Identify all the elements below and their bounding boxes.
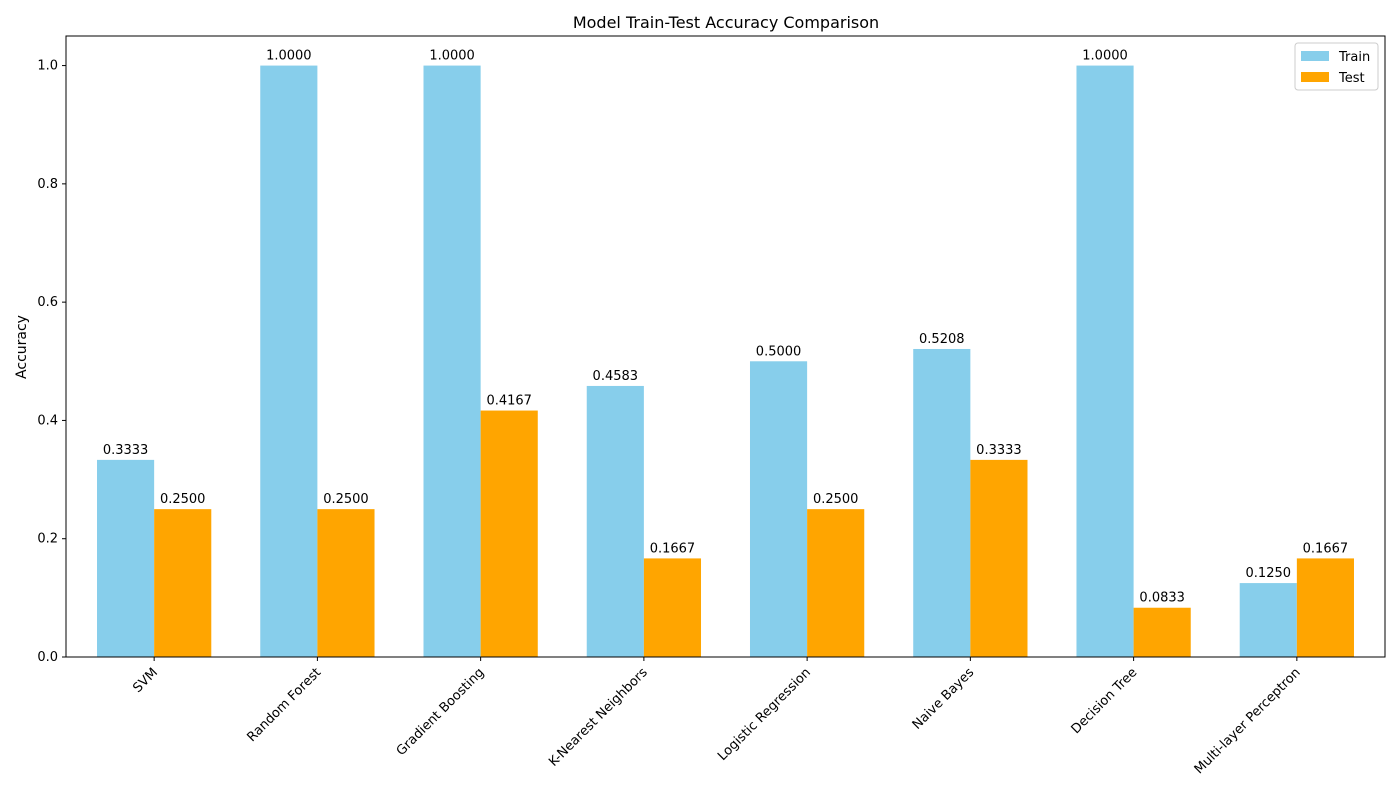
legend-label-test: Test: [1338, 71, 1365, 86]
bar-test: [643, 558, 702, 657]
bar-train: [423, 65, 481, 658]
data-label: 0.5000: [756, 344, 802, 359]
bar-train: [1076, 65, 1134, 658]
x-tick-label: SVM: [130, 665, 161, 696]
data-label: 1.0000: [429, 49, 475, 64]
data-label: 0.3333: [103, 443, 149, 458]
data-label: 0.3333: [976, 443, 1022, 458]
y-axis-label: Accuracy: [14, 315, 30, 379]
legend-swatch-test: [1301, 72, 1329, 82]
bar-test: [970, 459, 1028, 657]
bar-train: [749, 361, 808, 657]
legend: Train Test: [1294, 42, 1379, 91]
data-label: 0.2500: [323, 492, 369, 507]
bar-test: [807, 509, 865, 657]
x-tick-label: Gradient Boosting: [394, 665, 488, 759]
legend-label-train: Train: [1338, 50, 1370, 65]
x-tick-label: Random Forest: [244, 665, 324, 745]
legend-swatch-train: [1301, 51, 1329, 61]
bar-test: [1133, 607, 1191, 657]
bar-test: [317, 509, 375, 657]
x-tick-label: K-Nearest Neighbors: [546, 665, 651, 770]
data-label: 0.5208: [919, 332, 965, 347]
x-tick-label: Naive Bayes: [910, 665, 978, 733]
bar-train: [913, 348, 971, 657]
y-tick-label: 0.6: [37, 295, 58, 310]
data-label: 0.2500: [813, 492, 859, 507]
bar-test: [1296, 558, 1354, 657]
y-tick-label: 0.4: [37, 413, 58, 428]
x-tick-label: Multi-layer Perceptron: [1192, 665, 1304, 777]
bar-train: [260, 65, 318, 658]
data-label: 1.0000: [266, 49, 312, 64]
data-label: 1.0000: [1082, 49, 1128, 64]
data-label: 0.0833: [1139, 591, 1185, 606]
bar-test: [480, 410, 538, 657]
data-label: 0.2500: [160, 492, 206, 507]
y-tick-label: 0.0: [37, 650, 58, 665]
bar-test: [154, 509, 212, 657]
data-label: 0.1667: [1303, 541, 1349, 556]
plot-area: 0.0 0.2 0.4 0.6 0.8 1.0 0.3333 0.2500 SVM 1.0000 0…: [37, 49, 1354, 777]
bar-train: [97, 459, 155, 657]
y-tick-label: 0.2: [37, 532, 58, 547]
bar-train: [1239, 583, 1297, 657]
chart-title: Model Train-Test Accuracy Comparison: [573, 13, 879, 32]
plot-frame: [65, 35, 1386, 658]
x-tick-label: Decision Tree: [1069, 665, 1141, 737]
data-label: 0.1250: [1246, 566, 1292, 581]
y-tick-label: 0.8: [37, 177, 58, 192]
y-tick-label: 1.0: [37, 59, 58, 74]
data-label: 0.4583: [593, 369, 639, 384]
data-label: 0.4167: [486, 394, 532, 409]
data-label: 0.1667: [650, 541, 696, 556]
bar-train: [586, 385, 644, 657]
x-tick-label: Logistic Regression: [715, 665, 814, 764]
